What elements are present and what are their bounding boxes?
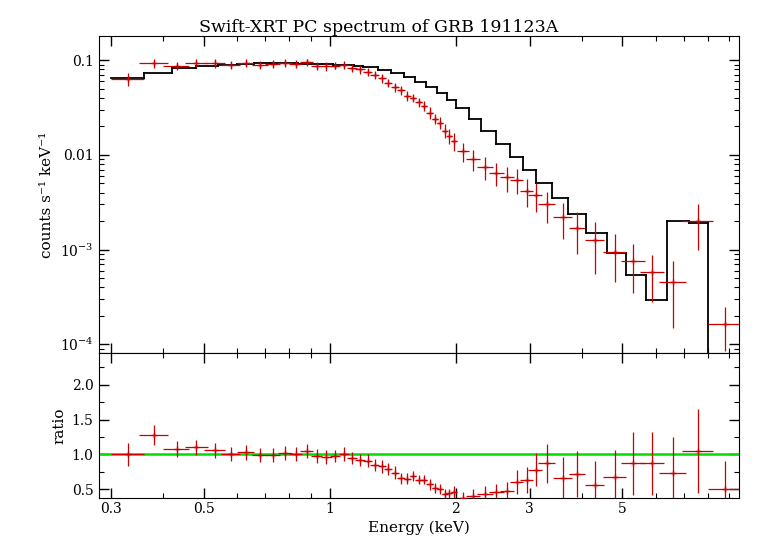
X-axis label: Energy (keV): Energy (keV) [368, 520, 470, 535]
Y-axis label: ratio: ratio [52, 407, 66, 444]
Text: Swift-XRT PC spectrum of GRB 191123A: Swift-XRT PC spectrum of GRB 191123A [199, 19, 559, 37]
Y-axis label: counts s⁻¹ keV⁻¹: counts s⁻¹ keV⁻¹ [40, 132, 55, 258]
